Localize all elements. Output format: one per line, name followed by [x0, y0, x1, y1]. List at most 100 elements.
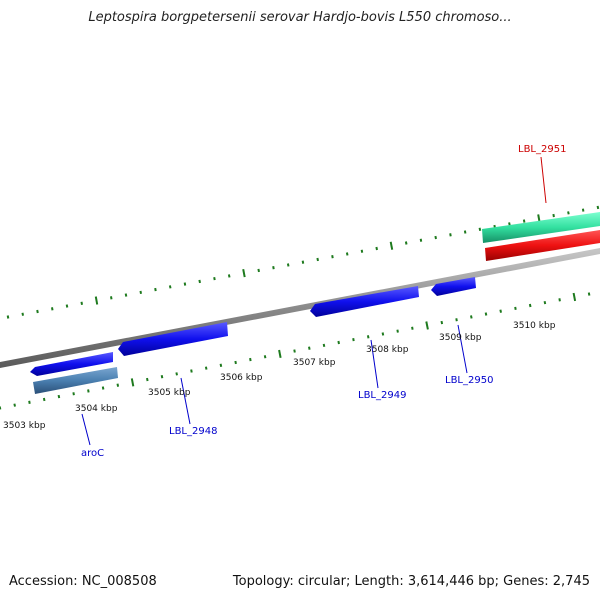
minor-tick — [286, 263, 290, 267]
lower-tick-track — [0, 292, 591, 410]
minor-tick — [65, 304, 69, 308]
minor-tick — [322, 343, 326, 348]
gene-aroC-reverse[interactable] — [33, 367, 118, 394]
minor-tick — [345, 252, 349, 256]
minor-tick — [13, 403, 16, 407]
minor-tick — [101, 386, 105, 390]
tick-label: 3510 kbp — [513, 321, 556, 331]
major-tick — [278, 349, 282, 358]
tick-labels: 3503 kbp 3504 kbp 3505 kbp 3506 kbp 3507… — [3, 321, 556, 431]
minor-tick — [263, 355, 267, 359]
gene-label-aroC[interactable]: aroC — [81, 448, 104, 459]
minor-tick — [375, 246, 378, 251]
minor-tick — [124, 293, 128, 297]
minor-tick — [293, 349, 296, 353]
minor-tick — [116, 383, 120, 387]
minor-tick — [522, 219, 526, 223]
minor-tick — [6, 315, 10, 319]
minor-tick — [42, 397, 46, 402]
minor-tick — [528, 303, 532, 308]
minor-tick — [160, 375, 164, 379]
minor-tick — [183, 282, 187, 286]
leader-LBL_2948 — [180, 377, 191, 425]
accession-label: Accession: NC_008508 — [9, 574, 157, 589]
minor-tick — [213, 277, 216, 281]
tick-label: 3504 kbp — [75, 404, 118, 414]
minor-tick — [440, 320, 444, 325]
minor-tick — [57, 394, 61, 399]
minor-tick — [455, 318, 458, 322]
gene-LBL_2950[interactable] — [431, 277, 476, 296]
minor-tick — [80, 301, 83, 305]
minor-tick — [190, 369, 193, 373]
major-tick — [130, 378, 135, 387]
minor-tick — [249, 357, 252, 362]
minor-tick — [484, 312, 488, 316]
chromosome-backbone — [0, 248, 600, 368]
gene-label-LBL_2948[interactable]: LBL_2948 — [169, 426, 217, 437]
minor-tick — [587, 292, 591, 296]
major-tick — [242, 269, 246, 278]
tick-label: 3509 kbp — [439, 333, 482, 343]
minor-tick — [198, 279, 201, 284]
minor-tick — [596, 205, 600, 210]
minor-tick — [558, 298, 561, 302]
gene-aroC-forward[interactable] — [30, 352, 113, 376]
tick-label: 3507 kbp — [293, 358, 336, 368]
minor-tick — [552, 213, 555, 218]
minor-tick — [110, 296, 113, 300]
minor-tick — [366, 335, 370, 339]
minor-tick — [227, 274, 231, 278]
gene-LBL_2948[interactable] — [118, 322, 228, 356]
minor-tick — [154, 287, 157, 292]
minor-tick — [175, 372, 178, 376]
minor-tick — [514, 306, 517, 310]
minor-tick — [508, 222, 511, 226]
minor-tick — [381, 332, 385, 336]
minor-tick — [581, 208, 585, 212]
gene-label-LBL_2950[interactable]: LBL_2950 — [445, 375, 493, 386]
minor-tick — [234, 360, 237, 365]
minor-tick — [257, 268, 260, 273]
tick-label: 3506 kbp — [220, 373, 263, 383]
minor-tick — [337, 340, 340, 345]
minor-tick — [168, 285, 172, 289]
minor-tick — [404, 241, 408, 245]
minor-tick — [301, 260, 305, 264]
gene-LBL_2951-green[interactable] — [482, 212, 600, 243]
map-title: Leptospira borgpetersenii serovar Hardjo… — [88, 10, 512, 25]
gene-label-LBL_2949[interactable]: LBL_2949 — [358, 390, 406, 401]
minor-tick — [411, 326, 414, 330]
minor-tick — [139, 290, 142, 294]
leader-LBL_2951 — [540, 156, 547, 204]
tick-label: 3508 kbp — [366, 345, 409, 355]
minor-tick — [419, 238, 423, 242]
minor-tick — [478, 227, 482, 231]
leader-LBL_2950 — [457, 324, 468, 374]
tick-label: 3505 kbp — [148, 388, 191, 398]
leader-LBL_2949 — [370, 339, 379, 389]
major-tick — [389, 241, 394, 250]
minor-tick — [352, 338, 355, 342]
minor-tick — [396, 329, 399, 333]
gene-LBL_2949[interactable] — [310, 286, 419, 317]
major-tick — [425, 321, 429, 330]
minor-tick — [21, 312, 24, 316]
minor-tick — [36, 309, 39, 314]
genome-summary: Topology: circular; Length: 3,614,446 bp… — [232, 574, 590, 589]
minor-tick — [272, 266, 275, 270]
minor-tick — [543, 300, 547, 305]
leader-aroC — [81, 413, 91, 446]
minor-tick — [72, 392, 75, 396]
minor-tick — [470, 315, 473, 319]
gene-label-LBL_2951[interactable]: LBL_2951 — [518, 144, 566, 155]
minor-tick — [567, 211, 570, 215]
minor-tick — [87, 389, 90, 393]
gene-LBL_2951[interactable] — [485, 230, 600, 261]
upper-tick-track — [6, 205, 600, 319]
minor-tick — [360, 249, 364, 253]
tick-label: 3503 kbp — [3, 421, 46, 431]
minor-tick — [204, 366, 208, 370]
minor-tick — [219, 363, 223, 367]
